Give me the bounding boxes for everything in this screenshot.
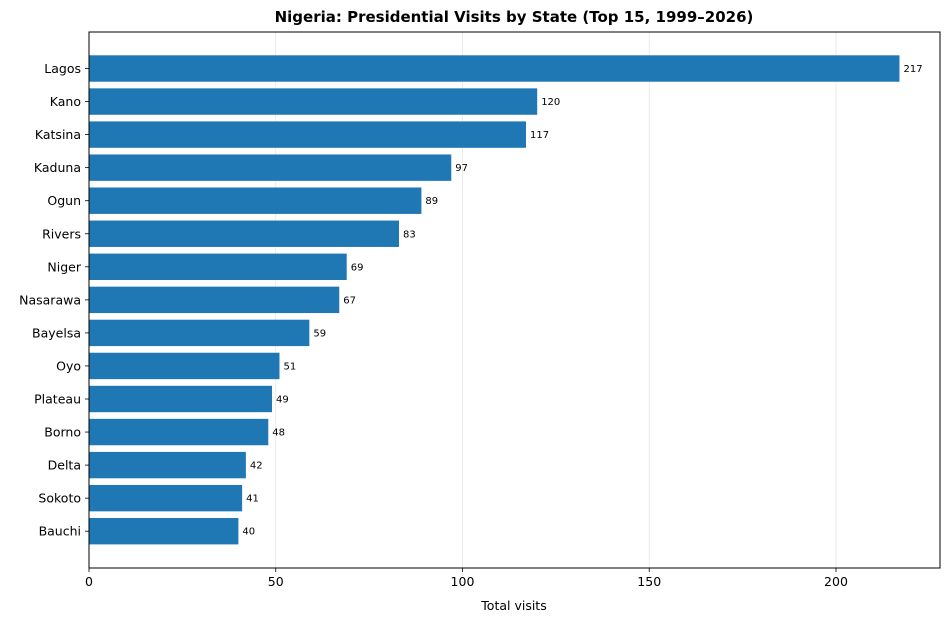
y-tick-label-oyo: Oyo	[56, 358, 81, 373]
bar-nasarawa	[89, 286, 340, 314]
bar-lagos	[89, 55, 900, 82]
y-tick-label-sokoto: Sokoto	[38, 491, 81, 506]
data-label-bauchi: 40	[242, 527, 255, 538]
data-label-lagos: 217	[903, 64, 922, 75]
y-tick-label-kaduna: Kaduna	[34, 160, 81, 175]
data-label-rivers: 83	[403, 229, 416, 240]
data-label-kano: 120	[541, 97, 560, 108]
bar-plateau	[89, 385, 273, 413]
y-tick-label-ogun: Ogun	[47, 193, 81, 208]
bar-katsina	[89, 121, 526, 148]
bar-layer: 217 120 117 97 89 83 69 67 59 51 49 48 42 41 40	[89, 55, 923, 545]
y-tick-label-borno: Borno	[44, 425, 81, 440]
axis-layer: Lagos Kano Katsina Kaduna Ogun Rivers Niger Nas…	[19, 31, 941, 589]
data-label-kaduna: 97	[455, 163, 468, 174]
x-tick-label: 150	[637, 574, 661, 589]
y-tick-label-lagos: Lagos	[44, 61, 81, 76]
bar-kaduna	[89, 154, 452, 181]
data-label-plateau: 49	[276, 395, 289, 406]
bar-niger	[89, 253, 347, 280]
y-tick-label-bauchi: Bauchi	[39, 524, 81, 539]
bar-bayelsa	[89, 319, 310, 347]
y-tick-label-rivers: Rivers	[42, 226, 81, 241]
y-tick-label-niger: Niger	[47, 259, 81, 274]
y-tick-label-plateau: Plateau	[34, 392, 81, 407]
bar-rivers	[89, 220, 399, 247]
data-label-bayelsa: 59	[313, 328, 326, 339]
x-tick-label: 200	[824, 574, 848, 589]
bar-sokoto	[89, 484, 243, 512]
plot-frame	[88, 31, 941, 569]
y-tick-label-delta: Delta	[48, 458, 81, 473]
data-label-oyo: 51	[283, 361, 296, 372]
chart-title: Nigeria: Presidential Visits by State (T…	[275, 8, 754, 26]
bar-borno	[89, 418, 269, 446]
x-tick-label: 50	[268, 574, 284, 589]
x-tick-label: 0	[85, 574, 93, 589]
data-label-sokoto: 41	[246, 494, 259, 505]
data-label-ogun: 89	[425, 196, 438, 207]
data-label-borno: 48	[272, 428, 285, 439]
data-label-katsina: 117	[530, 130, 549, 141]
bar-oyo	[89, 352, 280, 380]
bar-kano	[89, 88, 538, 115]
x-axis-label: Total visits	[480, 598, 546, 613]
data-label-niger: 69	[351, 262, 364, 273]
y-tick-label-nasarawa: Nasarawa	[19, 292, 81, 307]
data-label-delta: 42	[250, 461, 263, 472]
x-tick-label: 100	[451, 574, 475, 589]
y-tick-label-kano: Kano	[50, 94, 81, 109]
bar-ogun	[89, 187, 422, 214]
y-tick-label-katsina: Katsina	[35, 127, 81, 142]
y-tick-label-bayelsa: Bayelsa	[32, 325, 81, 340]
data-label-nasarawa: 67	[343, 295, 356, 306]
bar-delta	[89, 451, 246, 479]
bar-bauchi	[89, 518, 239, 545]
